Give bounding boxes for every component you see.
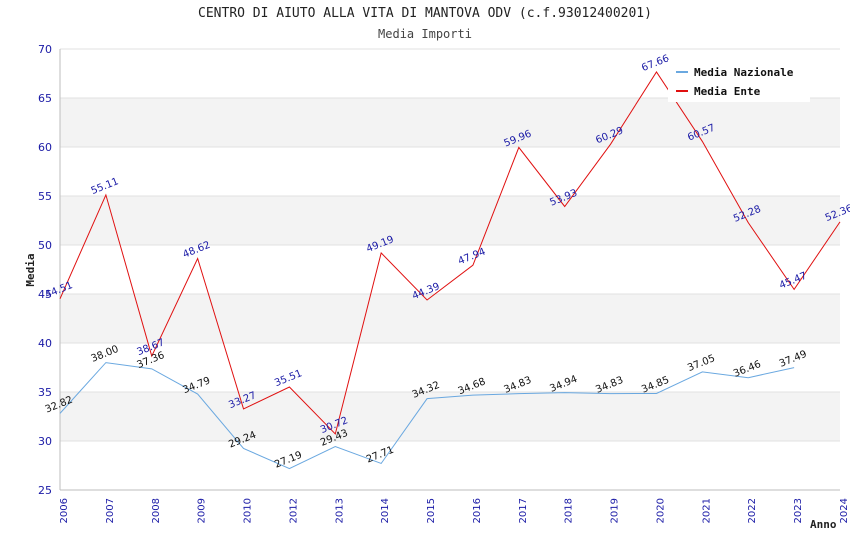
legend-entry: Media Ente bbox=[694, 85, 761, 98]
y-tick-label: 25 bbox=[38, 484, 52, 497]
x-tick-label: 2014 bbox=[380, 498, 391, 523]
x-tick-label: 2006 bbox=[59, 498, 70, 523]
y-tick-label: 45 bbox=[38, 288, 52, 301]
x-tick-label: 2018 bbox=[564, 498, 575, 523]
x-tick-label: 2010 bbox=[243, 498, 254, 523]
x-axis-label: Anno bbox=[810, 518, 837, 531]
x-tick-label: 2023 bbox=[793, 498, 804, 523]
x-tick-label: 2017 bbox=[518, 498, 529, 523]
grid-band bbox=[60, 294, 840, 343]
tick-labels: 25 30 35 40 45 50 55 60 65 70 2006 2007 2008 2009 2010… bbox=[38, 43, 850, 523]
x-tick-label: 2019 bbox=[610, 498, 621, 523]
series-line-media-ente bbox=[59, 71, 841, 435]
data-label: 35.51 bbox=[273, 368, 304, 389]
x-tick-label: 2012 bbox=[288, 498, 299, 523]
data-label: 27.71 bbox=[365, 445, 396, 466]
grid-band bbox=[60, 98, 840, 147]
x-tick-label: 2024 bbox=[839, 498, 850, 523]
chart-subtitle: Media Importi bbox=[378, 27, 472, 41]
y-tick-label: 55 bbox=[38, 190, 52, 203]
x-tick-label: 2020 bbox=[655, 498, 666, 523]
y-tick-label: 65 bbox=[38, 92, 52, 105]
data-label: 27.19 bbox=[273, 450, 304, 471]
axes bbox=[59, 49, 840, 491]
series-line-media-nazionale bbox=[59, 362, 795, 470]
x-tick-label: 2021 bbox=[701, 498, 712, 523]
x-tick-label: 2008 bbox=[151, 498, 162, 523]
y-tick-label: 50 bbox=[38, 239, 52, 252]
series-lines bbox=[59, 71, 841, 470]
legend: Media Nazionale Media Ente bbox=[668, 60, 810, 102]
data-label: 67.66 bbox=[640, 53, 671, 74]
x-tick-label: 2016 bbox=[472, 498, 483, 523]
grid-band bbox=[60, 392, 840, 441]
grid-band bbox=[60, 196, 840, 245]
data-label: 55.11 bbox=[90, 176, 121, 197]
data-label: 37.49 bbox=[778, 349, 809, 370]
y-tick-label: 30 bbox=[38, 435, 52, 448]
y-tick-label: 60 bbox=[38, 141, 52, 154]
legend-box bbox=[668, 60, 810, 102]
chart-title: CENTRO DI AIUTO ALLA VITA DI MANTOVA ODV… bbox=[198, 6, 652, 21]
y-tick-label: 35 bbox=[38, 386, 52, 399]
x-tick-label: 2013 bbox=[334, 498, 345, 523]
data-label: 36.46 bbox=[732, 359, 763, 380]
data-label: 37.05 bbox=[686, 353, 717, 374]
x-tick-label: 2015 bbox=[426, 498, 437, 523]
grid-bands bbox=[60, 48, 840, 491]
y-tick-label: 70 bbox=[38, 43, 52, 56]
x-tick-label: 2022 bbox=[747, 498, 758, 523]
data-label: 47.94 bbox=[457, 246, 488, 267]
data-label: 38.00 bbox=[90, 344, 121, 365]
x-tick-label: 2007 bbox=[105, 498, 116, 523]
x-tick-label: 2009 bbox=[197, 498, 208, 523]
y-tick-label: 40 bbox=[38, 337, 52, 350]
y-axis-label: Media bbox=[24, 253, 37, 286]
legend-entry: Media Nazionale bbox=[694, 66, 794, 79]
